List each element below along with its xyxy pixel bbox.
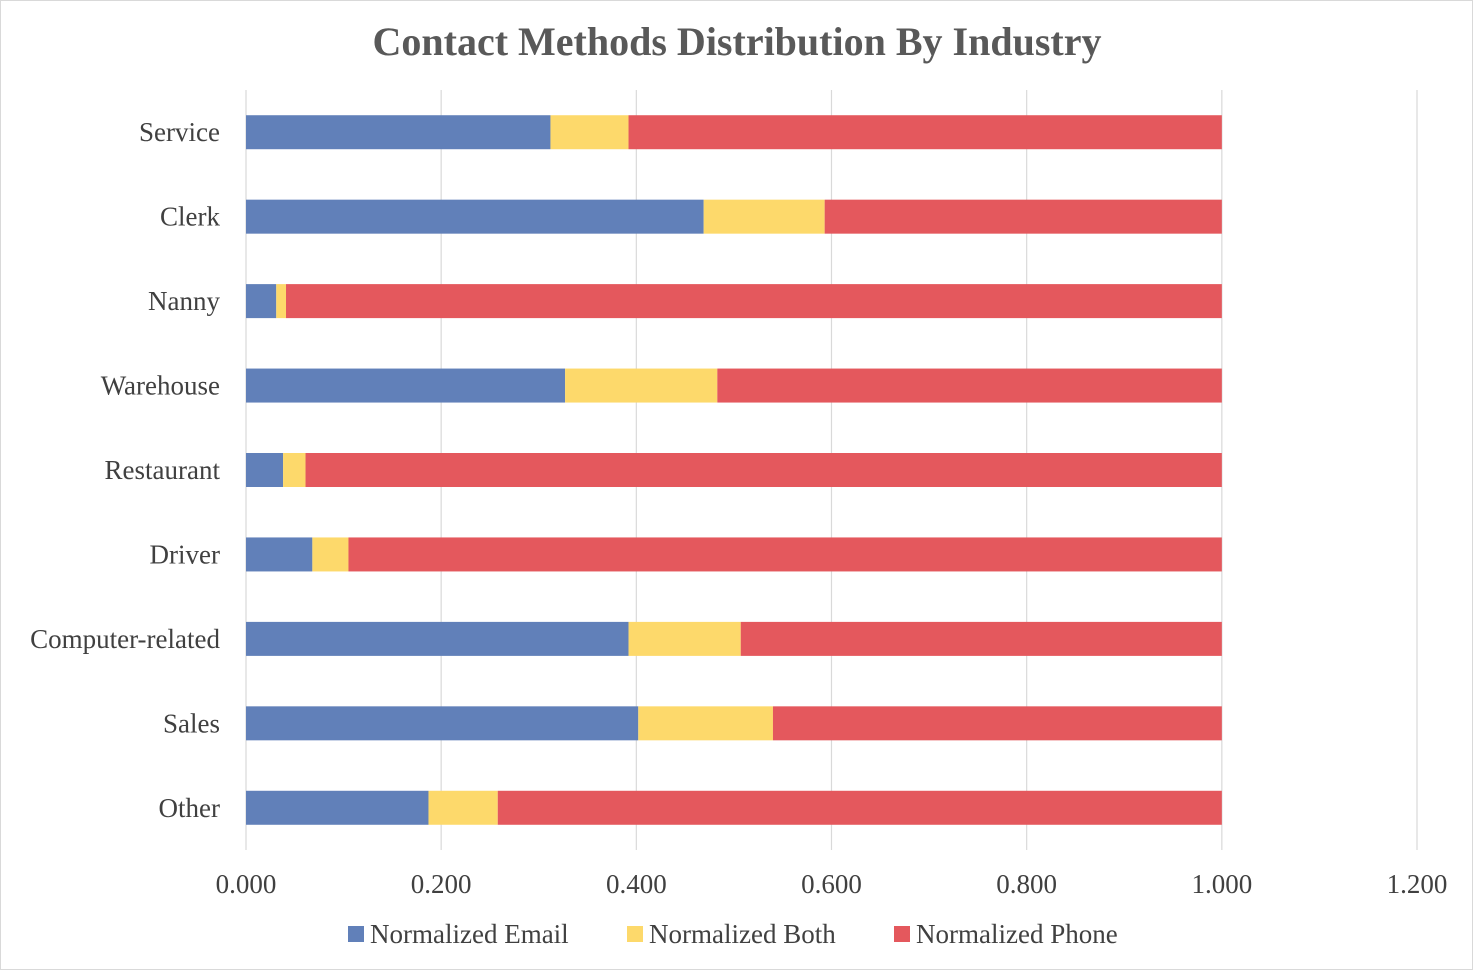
bars [246, 115, 1222, 825]
bar-segment [824, 199, 1222, 234]
category-label: Restaurant [105, 455, 221, 485]
bar-segment [550, 115, 629, 150]
bar-segment [246, 706, 639, 741]
x-tick-label: 1.200 [1387, 869, 1448, 899]
legend-label: Normalized Both [649, 919, 836, 949]
bar-segment [638, 706, 773, 741]
legend-swatch [627, 926, 643, 942]
x-tick-label: 0.800 [996, 869, 1057, 899]
category-label: Other [159, 793, 220, 823]
category-label: Nanny [148, 286, 220, 316]
bar-segment [246, 790, 429, 825]
bar-segment [740, 621, 1222, 656]
x-tick-label: 1.000 [1191, 869, 1252, 899]
bar-segment [246, 537, 313, 572]
bar-segment [246, 284, 277, 319]
bar-segment [565, 368, 718, 403]
x-tick-labels: 0.000 0.200 0.400 0.600 0.800 1.000 1.200 [216, 869, 1448, 899]
bar-segment [772, 706, 1222, 741]
x-tick-label: 0.200 [411, 869, 472, 899]
category-label: Sales [163, 708, 220, 738]
x-tick-label: 0.000 [216, 869, 277, 899]
bar-segment [428, 790, 498, 825]
bar-segment [703, 199, 825, 234]
bar-segment [497, 790, 1222, 825]
bar-segment [276, 284, 287, 319]
bar-segment [246, 368, 566, 403]
bar-segment [246, 621, 629, 656]
category-label: Driver [150, 539, 220, 569]
bar-segment [283, 453, 306, 487]
legend-swatch [894, 926, 910, 942]
bar-segment [246, 199, 704, 234]
category-labels: Service Clerk Nanny Warehouse Restaurant Driv… [30, 117, 220, 823]
legend-label: Normalized Email [370, 919, 569, 949]
category-label: Clerk [160, 202, 220, 232]
bar-segment [312, 537, 349, 572]
category-label: Warehouse [101, 371, 220, 401]
chart-title: Contact Methods Distribution By Industry [373, 19, 1102, 64]
bar-segment [717, 368, 1222, 403]
legend-label: Normalized Phone [916, 919, 1118, 949]
legend: Normalized Email Normalized Both Normalize… [348, 919, 1118, 949]
bar-segment [246, 115, 551, 150]
bar-segment [305, 453, 1222, 487]
x-tick-label: 0.600 [801, 869, 862, 899]
bar-segment [348, 537, 1222, 572]
x-tick-label: 0.400 [606, 869, 667, 899]
bar-segment [246, 453, 284, 487]
legend-swatch [348, 926, 364, 942]
bar-segment [628, 115, 1222, 150]
bar-segment [286, 284, 1222, 319]
bar-segment [628, 621, 741, 656]
category-label: Computer-related [30, 624, 220, 654]
category-label: Service [139, 117, 220, 147]
